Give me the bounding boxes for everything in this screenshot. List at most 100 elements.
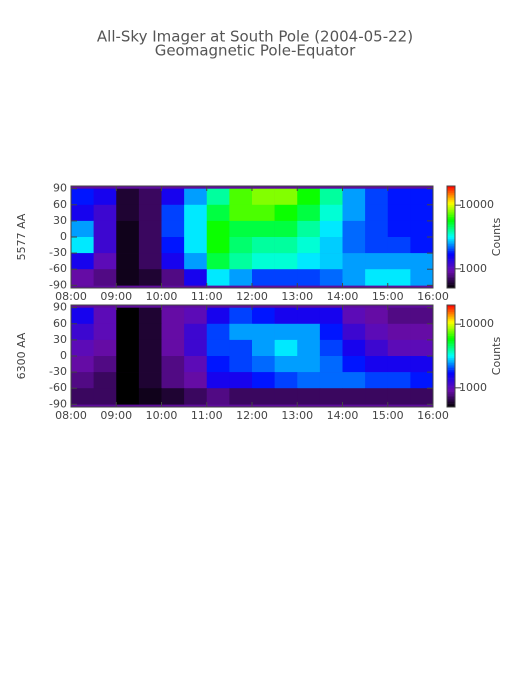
y-tick-label: -60: [49, 381, 67, 394]
heat-cell: [93, 339, 117, 357]
heat-cell: [274, 356, 298, 373]
heat-cell: [410, 307, 434, 325]
colorbar-segment: [447, 367, 455, 370]
colorbar-segment: [447, 240, 455, 243]
colorbar-segment: [447, 352, 455, 355]
colorbar-segment: [447, 245, 455, 248]
heat-cell: [319, 188, 343, 206]
heat-cell: [410, 388, 434, 405]
y-tick-label: -90: [49, 278, 67, 291]
colorbar-segment: [447, 276, 455, 279]
heat-cell: [138, 388, 162, 405]
x-tick-label: 13:00: [281, 409, 313, 422]
heat-cell: [161, 356, 185, 373]
y-tick-label: 60: [53, 198, 67, 211]
heat-cell: [387, 339, 411, 357]
chart-title: All-Sky Imager at South Pole (2004-05-22…: [97, 28, 413, 46]
heat-cell: [365, 307, 389, 325]
colorbar-segment: [447, 235, 455, 238]
heat-cell: [387, 237, 411, 254]
heat-cell: [319, 204, 343, 222]
x-tick-label: 15:00: [372, 290, 404, 303]
heat-cell: [252, 339, 275, 357]
colorbar-segment: [447, 356, 455, 358]
heat-cell: [93, 307, 117, 325]
heat-cell: [116, 220, 140, 238]
colorbar-segment: [447, 308, 455, 311]
heat-cell: [274, 388, 298, 405]
heat-cell: [252, 356, 275, 373]
heat-cell: [342, 188, 366, 206]
heat-cell: [274, 188, 298, 206]
heat-cell: [342, 204, 366, 222]
heat-cell: [206, 204, 230, 222]
heat-cell: [365, 323, 389, 341]
heat-cell: [116, 188, 140, 206]
colorbar-segment: [447, 274, 455, 277]
y-axis-label: 6300 AA: [15, 332, 28, 379]
x-tick-label: 11:00: [191, 409, 223, 422]
colorbar-segment: [447, 405, 455, 408]
heat-cell: [387, 323, 411, 341]
colorbar-label: Counts: [490, 218, 503, 257]
heat-cell: [71, 253, 94, 270]
heat-cell: [319, 269, 343, 286]
heat-cell: [138, 237, 162, 254]
heat-cell: [184, 188, 208, 206]
heat-cell: [319, 388, 343, 405]
heat-cell: [297, 372, 321, 389]
heat-cell: [410, 237, 434, 254]
colorbar-segment: [447, 362, 455, 365]
heat-cell: [365, 253, 389, 270]
colorbar-segment: [447, 254, 455, 256]
colorbar-segment: [447, 384, 455, 387]
heat-cell: [252, 237, 275, 254]
heat-cell: [206, 253, 230, 270]
heat-cell: [387, 204, 411, 222]
colorbar-frame: [446, 304, 456, 408]
colorbar-segment: [447, 305, 455, 307]
colorbar-segment: [447, 310, 455, 313]
colorbar-segment: [447, 211, 455, 214]
heat-cell: [71, 204, 94, 222]
heat-cell: [342, 269, 366, 286]
heat-cell: [297, 220, 321, 238]
colorbar-segment: [447, 204, 455, 207]
heat-cell: [71, 388, 94, 405]
heat-cell: [252, 204, 275, 222]
heat-cell: [342, 253, 366, 270]
y-tick-label: 90: [53, 182, 67, 195]
heat-cell: [387, 388, 411, 405]
colorbar-segment: [447, 269, 455, 272]
colorbar-segment: [447, 189, 455, 192]
heat-cell: [410, 253, 434, 270]
colorbar-segment: [447, 318, 455, 321]
heat-cell: [161, 339, 185, 357]
y-tick-label: 30: [53, 214, 67, 227]
heat-cell: [116, 307, 140, 325]
y-tick-label: 90: [53, 301, 67, 314]
colorbar-segment: [447, 220, 455, 222]
colorbar-segment: [447, 206, 455, 209]
x-tick-label: 08:00: [55, 290, 87, 303]
x-tick-label: 16:00: [417, 290, 449, 303]
colorbar-segment: [447, 378, 455, 381]
heat-cell: [184, 253, 208, 270]
heat-cell: [365, 237, 389, 254]
colorbar-segment: [447, 386, 455, 389]
colorbar-segment: [447, 247, 455, 250]
x-tick-label: 12:00: [236, 409, 268, 422]
colorbar-segment: [447, 279, 455, 282]
y-tick-label: -90: [49, 397, 67, 410]
colorbar-segment: [447, 333, 455, 336]
colorbar-segment: [447, 366, 455, 369]
heat-cell: [93, 237, 117, 254]
x-tick-label: 10:00: [146, 409, 178, 422]
colorbar-segment: [447, 359, 455, 362]
heat-cell: [93, 220, 117, 238]
heat-cell: [138, 253, 162, 270]
heat-cell: [387, 220, 411, 238]
colorbar-segment: [447, 257, 455, 260]
y-axis-label: 5577 AA: [15, 213, 28, 260]
heat-cell: [319, 253, 343, 270]
